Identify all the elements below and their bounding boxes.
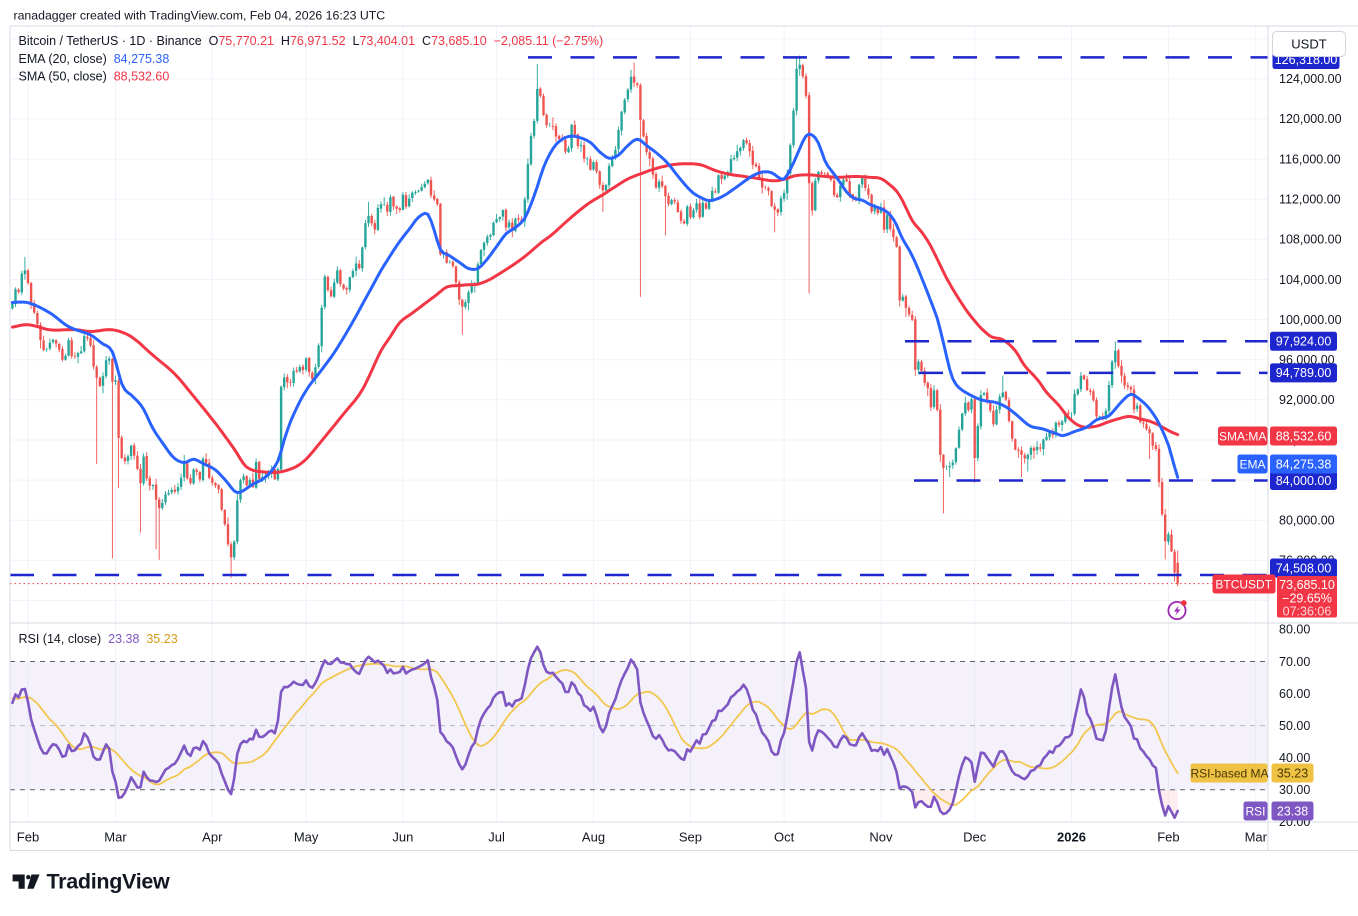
- svg-text:SMA (50, close) 88,532.60: SMA (50, close) 88,532.60: [19, 70, 170, 84]
- svg-text:Oct: Oct: [774, 830, 795, 845]
- svg-text:Nov: Nov: [869, 830, 893, 845]
- svg-text:Mar: Mar: [104, 830, 127, 845]
- svg-text:Dec: Dec: [963, 830, 987, 845]
- svg-text:97,924.00: 97,924.00: [1276, 335, 1332, 349]
- svg-text:104,000.00: 104,000.00: [1279, 273, 1342, 287]
- svg-text:Aug: Aug: [582, 830, 605, 845]
- svg-text:35.23: 35.23: [1277, 766, 1308, 780]
- svg-text:108,000.00: 108,000.00: [1279, 233, 1342, 247]
- svg-text:USDT: USDT: [1291, 36, 1326, 51]
- svg-text:73,685.10: 73,685.10: [1279, 578, 1335, 592]
- svg-text:40.00: 40.00: [1279, 751, 1310, 765]
- svg-text:May: May: [294, 830, 319, 845]
- svg-text:Jul: Jul: [488, 830, 505, 845]
- svg-text:EMA (20, close) 84,275.38: EMA (20, close) 84,275.38: [19, 52, 170, 66]
- svg-text:80.00: 80.00: [1279, 623, 1310, 637]
- svg-text:07:36:06: 07:36:06: [1283, 605, 1332, 619]
- svg-text:TradingView: TradingView: [47, 870, 171, 894]
- svg-text:30.00: 30.00: [1279, 783, 1310, 797]
- svg-text:2026: 2026: [1057, 830, 1086, 845]
- svg-text:100,000.00: 100,000.00: [1279, 313, 1342, 327]
- svg-text:EMA: EMA: [1239, 457, 1265, 471]
- svg-text:Feb: Feb: [17, 830, 39, 845]
- svg-text:120,000.00: 120,000.00: [1279, 112, 1342, 126]
- svg-text:Feb: Feb: [1157, 830, 1179, 845]
- svg-text:RSI (14, close) 23.38 35.23: RSI (14, close) 23.38 35.23: [19, 632, 178, 646]
- svg-text:60.00: 60.00: [1279, 687, 1310, 701]
- svg-text:92,000.00: 92,000.00: [1279, 393, 1335, 407]
- svg-text:88,532.60: 88,532.60: [1276, 429, 1332, 443]
- svg-text:BTCUSDT: BTCUSDT: [1215, 577, 1272, 591]
- svg-text:80,000.00: 80,000.00: [1279, 514, 1335, 528]
- svg-text:112,000.00: 112,000.00: [1279, 193, 1341, 207]
- svg-text:84,000.00: 84,000.00: [1276, 474, 1332, 488]
- svg-text:70.00: 70.00: [1279, 655, 1310, 669]
- svg-text:Sep: Sep: [679, 830, 702, 845]
- svg-text:ranadagger created with Tradin: ranadagger created with TradingView.com,…: [14, 9, 386, 23]
- svg-text:50.00: 50.00: [1279, 719, 1310, 733]
- svg-text:84,275.38: 84,275.38: [1276, 457, 1332, 471]
- svg-text:RSI-based MA: RSI-based MA: [1190, 766, 1268, 780]
- svg-text:SMA:MA: SMA:MA: [1219, 429, 1266, 443]
- svg-text:74,508.00: 74,508.00: [1276, 561, 1332, 575]
- svg-text:Apr: Apr: [202, 830, 223, 845]
- svg-text:124,000.00: 124,000.00: [1279, 72, 1342, 86]
- svg-text:Bitcoin / TetherUS · 1D · Bina: Bitcoin / TetherUS · 1D · Binance O75,77…: [19, 34, 604, 48]
- svg-text:−29.65%: −29.65%: [1282, 591, 1332, 605]
- svg-text:94,789.00: 94,789.00: [1276, 366, 1332, 380]
- svg-text:23.38: 23.38: [1277, 804, 1308, 818]
- svg-text:Jun: Jun: [392, 830, 413, 845]
- svg-text:RSI: RSI: [1245, 804, 1265, 818]
- svg-text:Mar: Mar: [1245, 830, 1268, 845]
- svg-text:116,000.00: 116,000.00: [1279, 152, 1341, 166]
